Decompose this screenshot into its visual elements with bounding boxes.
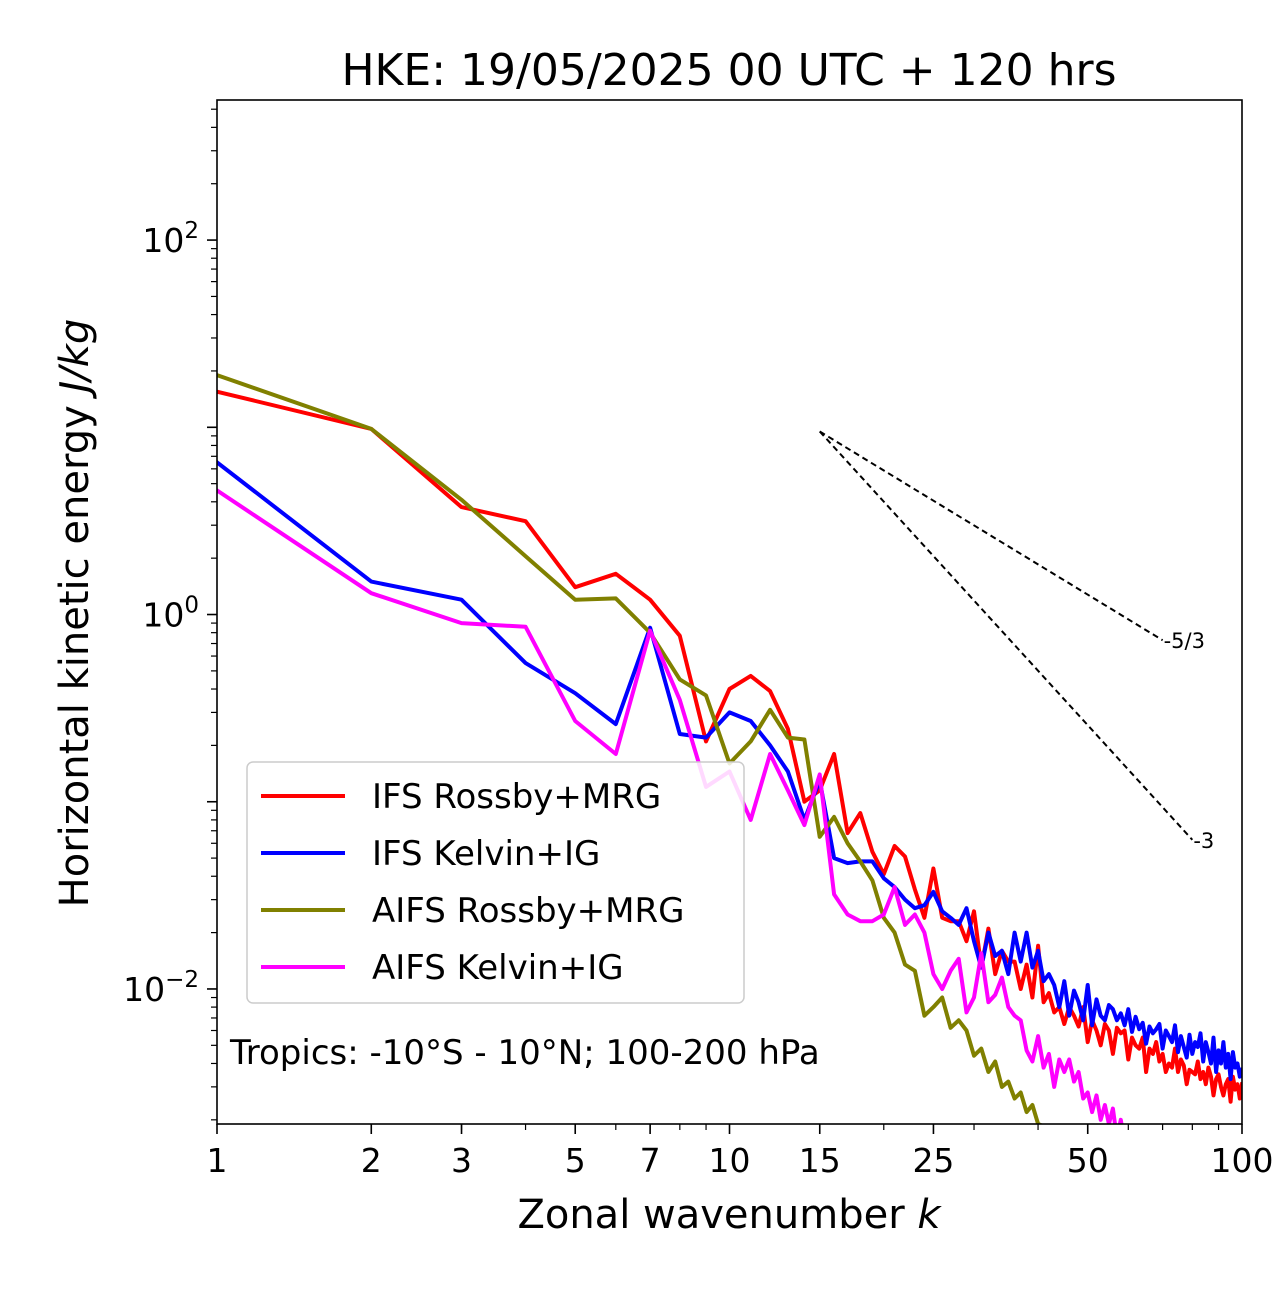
x-tick-label: 2 (361, 1141, 382, 1180)
y-tick-label: 102 (142, 218, 199, 260)
y-tick-label: 10−2 (123, 967, 199, 1009)
slope-line-2 (819, 430, 1194, 841)
region-annotation: Tropics: -10°S - 10°N; 100-200 hPa (229, 1033, 820, 1073)
x-axis-label: Zonal wavenumber k (517, 1192, 942, 1238)
x-tick-label: 15 (799, 1141, 841, 1180)
x-tick-label: 7 (640, 1141, 661, 1180)
series-line-4 (217, 487, 1124, 1124)
x-tick-label: 50 (1067, 1141, 1109, 1180)
series-layer (217, 372, 1242, 1124)
series-line-1 (217, 389, 1242, 1104)
y-tick-label: 100 (142, 593, 199, 635)
slope-label-2: -3 (1193, 829, 1214, 853)
legend-label-3: AIFS Rossby+MRG (372, 891, 684, 931)
x-tick-label: 3 (451, 1141, 472, 1180)
slope-line-1 (819, 430, 1164, 642)
x-tick-label: 5 (565, 1141, 586, 1180)
slope-label-1: -5/3 (1164, 629, 1205, 653)
x-tick-label: 25 (912, 1141, 954, 1180)
legend-label-1: IFS Rossby+MRG (372, 777, 661, 817)
chart-title: HKE: 19/05/2025 00 UTC + 120 hrs (341, 45, 1116, 96)
legend-label-2: IFS Kelvin+IG (372, 834, 600, 874)
series-line-2 (217, 459, 1242, 1082)
y-axis-ticks: 102 100 10−2 (123, 108, 217, 1121)
x-tick-label: 10 (709, 1141, 751, 1180)
x-axis-ticks: 1 2 3 5 7 10 15 25 50 100 (207, 1124, 1274, 1180)
legend-box (246, 761, 745, 1004)
legend: IFS Rossby+MRG IFS Kelvin+IG AIFS Rossby+M… (246, 761, 745, 1004)
x-tick-label: 1 (207, 1141, 228, 1180)
legend-label-4: AIFS Kelvin+IG (372, 948, 624, 988)
reference-slopes: -5/3 -3 (819, 430, 1214, 853)
y-axis-label: Horizontal kinetic energy J/kg (52, 319, 98, 908)
series-line-3 (217, 372, 1044, 1124)
x-tick-label: 100 (1211, 1141, 1274, 1180)
